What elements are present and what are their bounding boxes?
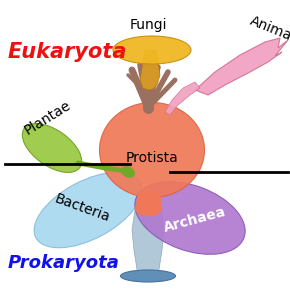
Text: Animalia: Animalia: [248, 14, 290, 50]
Ellipse shape: [122, 166, 135, 178]
Text: Eukaryota: Eukaryota: [8, 42, 128, 62]
Polygon shape: [140, 50, 160, 90]
Ellipse shape: [99, 102, 204, 198]
Polygon shape: [195, 38, 288, 95]
Text: Fungi: Fungi: [129, 18, 167, 32]
Polygon shape: [135, 191, 162, 216]
Text: Bacteria: Bacteria: [52, 191, 112, 225]
Ellipse shape: [121, 270, 175, 282]
Polygon shape: [132, 203, 164, 276]
Text: Prokaryota: Prokaryota: [8, 254, 120, 272]
Text: Archaea: Archaea: [162, 205, 228, 235]
Ellipse shape: [135, 182, 245, 254]
Text: Plantae: Plantae: [22, 98, 74, 138]
Ellipse shape: [113, 36, 191, 64]
Ellipse shape: [22, 124, 82, 173]
Ellipse shape: [34, 172, 142, 248]
Polygon shape: [165, 82, 200, 115]
Text: Protista: Protista: [126, 151, 178, 165]
